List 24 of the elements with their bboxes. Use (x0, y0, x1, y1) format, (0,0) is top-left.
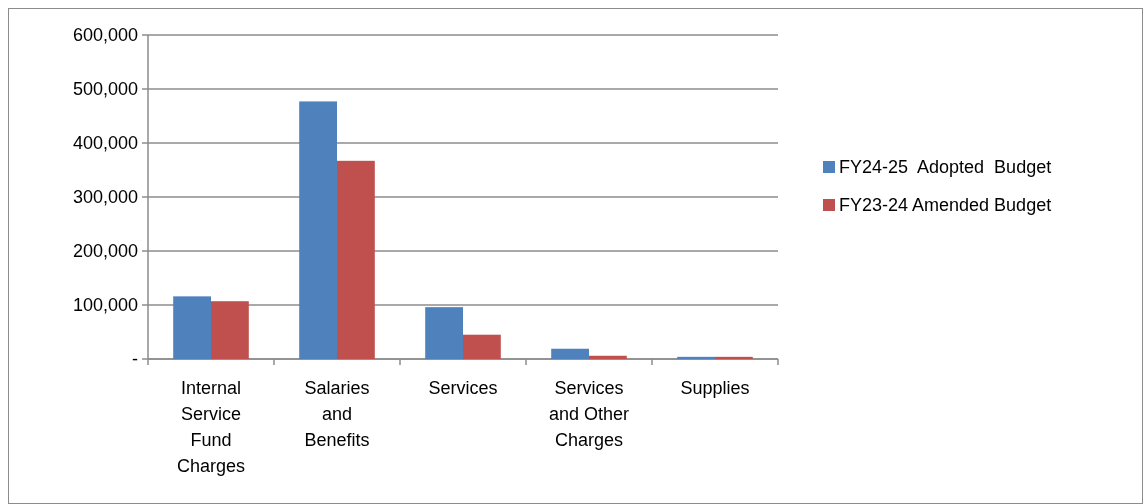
bar (337, 160, 375, 359)
y-tick-label: - (132, 349, 138, 370)
y-tick-label: 200,000 (72, 241, 138, 262)
bar (715, 356, 753, 359)
x-tick-label: Services and Other Charges (548, 378, 630, 450)
bar (211, 301, 249, 359)
x-tick-label: Services (428, 378, 498, 398)
bar (677, 356, 715, 359)
bar (463, 334, 501, 359)
bar (299, 101, 337, 359)
y-tick-label: 300,000 (72, 187, 138, 208)
bar (173, 296, 211, 359)
y-tick-label: 500,000 (72, 79, 138, 100)
bar (551, 348, 589, 359)
bar (425, 307, 463, 359)
y-tick-label: 400,000 (72, 133, 138, 154)
legend-label: FY24-25 Adopted Budget (839, 157, 1052, 178)
x-tick-label: Supplies (680, 378, 750, 398)
legend-label: FY23-24 Amended Budget (839, 195, 1052, 216)
y-tick-label: 100,000 (72, 295, 138, 316)
x-tick-label: Internal Service Fund Charges (176, 378, 246, 476)
bar (589, 355, 627, 359)
x-tick-label: Salaries and Benefits (304, 378, 370, 450)
y-tick-label: 600,000 (72, 25, 138, 46)
